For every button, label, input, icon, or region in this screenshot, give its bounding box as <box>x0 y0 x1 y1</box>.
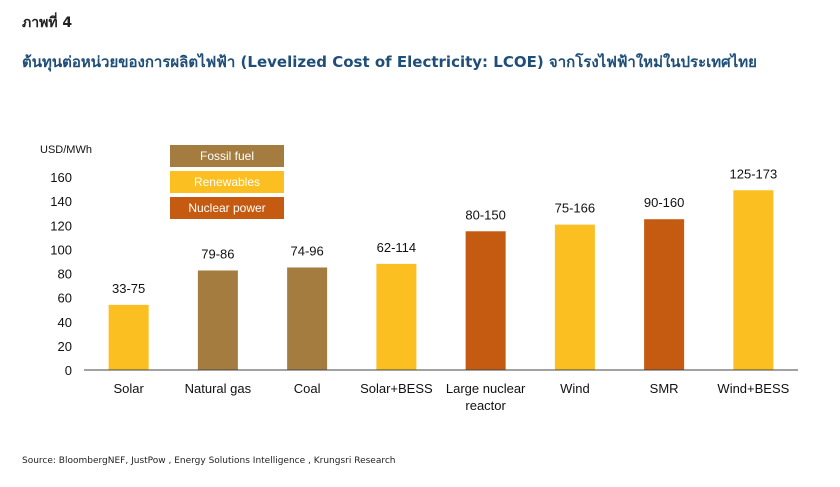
bar-wind-bess <box>733 190 774 370</box>
data-label: 33-75 <box>112 281 145 296</box>
legend-swatch-nuclear <box>170 197 284 219</box>
y-tick-label: 20 <box>58 339 72 354</box>
data-label: 80-150 <box>465 207 505 222</box>
data-label: 62-114 <box>377 240 417 255</box>
x-category-label: Solar+BESS <box>360 381 433 396</box>
legend-label-nuclear: Nuclear power <box>188 201 265 215</box>
y-tick-label: 160 <box>50 170 72 185</box>
chart-title: ต้นทุนต่อหน่วยของการผลิตไฟฟ้า (Levelized… <box>22 53 757 71</box>
bar-solar <box>108 304 149 370</box>
data-label: 79-86 <box>201 246 234 261</box>
y-tick-label: 60 <box>58 291 72 306</box>
y-tick-label: 120 <box>50 218 72 233</box>
x-category-label: Solar <box>113 381 144 396</box>
x-category-label: Natural gas <box>185 381 252 396</box>
bar-large-nuclear-reactor <box>465 231 506 370</box>
x-category-label: Large nuclear <box>446 381 526 396</box>
legend-label-fossil: Fossil fuel <box>200 149 254 163</box>
x-category-label: Coal <box>294 381 321 396</box>
figure-label: ภาพที่ 4 <box>22 15 73 31</box>
data-label: 74-96 <box>291 243 324 258</box>
data-label: 90-160 <box>644 195 684 210</box>
source-note: Source: BloombergNEF, JustPow , Energy S… <box>22 456 396 466</box>
bar-smr <box>644 219 685 370</box>
data-label: 75-166 <box>555 201 595 216</box>
y-tick-label: 100 <box>50 242 72 257</box>
legend-label-renewable: Renewables <box>194 175 260 189</box>
y-tick-label: 40 <box>58 315 72 330</box>
x-category-label: Wind <box>560 381 590 396</box>
y-axis-unit-label: USD/MWh <box>40 144 92 156</box>
y-tick-label: 0 <box>65 363 72 378</box>
data-label: 125-173 <box>730 166 778 181</box>
y-tick-label: 140 <box>50 194 72 209</box>
bar-coal <box>287 267 328 370</box>
bar-solar-bess <box>376 263 417 370</box>
x-category-label: reactor <box>465 398 506 413</box>
x-category-label: SMR <box>650 381 679 396</box>
legend-swatch-renewable <box>170 171 284 193</box>
legend-swatch-fossil <box>170 145 284 167</box>
bar-natural-gas <box>197 270 238 370</box>
y-tick-label: 80 <box>58 267 72 282</box>
bar-wind <box>554 224 595 370</box>
x-category-label: Wind+BESS <box>717 381 789 396</box>
